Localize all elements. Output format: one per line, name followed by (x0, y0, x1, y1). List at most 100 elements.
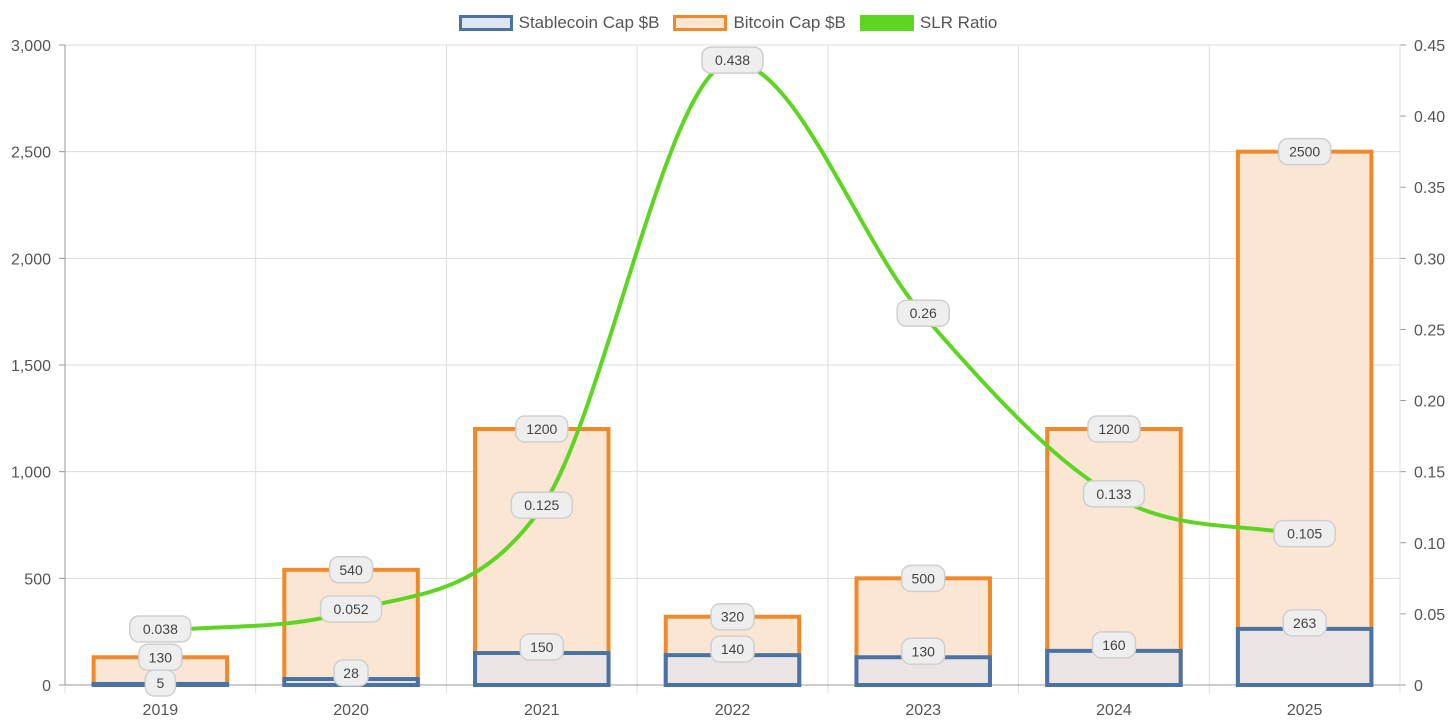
legend-swatch-bitcoin (673, 15, 728, 31)
data-label-bitcoin-box (1087, 415, 1141, 443)
data-label-slr-ratio-text: 0.038 (143, 621, 178, 637)
data-label-slr-ratio-text: 0.26 (910, 305, 937, 321)
data-label-slr-ratio-box (896, 299, 950, 327)
legend-item-stablecoin[interactable]: Stablecoin Cap $B (458, 13, 660, 33)
data-label-slr-ratio-text: 0.105 (1287, 526, 1322, 542)
y-right-tick-label: 0.20 (1414, 394, 1445, 411)
x-tick-label: 2024 (1096, 702, 1132, 719)
legend-label-bitcoin: Bitcoin Cap $B (733, 13, 846, 32)
y-left-tick-label: 3,000 (11, 38, 51, 55)
y-left-tick-label: 2,000 (11, 251, 51, 268)
data-label-stablecoin: 28 (333, 659, 369, 687)
data-label-bitcoin-box (1277, 137, 1332, 166)
legend-label-slr-ratio: SLR Ratio (919, 13, 998, 32)
y-right-tick-label: 0.35 (1414, 180, 1445, 197)
data-label-stablecoin: 130 (900, 637, 946, 666)
y-right-tick-label: 0.40 (1414, 109, 1445, 126)
data-label-stablecoin-text: 5 (156, 675, 164, 691)
data-label-stablecoin-text: 130 (912, 643, 936, 659)
data-label-bitcoin-box (900, 564, 946, 593)
data-label-bitcoin: 320 (710, 602, 755, 631)
legend-item-slr-ratio[interactable]: SLR Ratio (859, 13, 998, 33)
data-label-stablecoin-text: 28 (343, 665, 359, 681)
data-label-stablecoin-box (710, 635, 755, 663)
data-label-bitcoin: 2500 (1277, 137, 1332, 166)
y-right-tick-label: 0.30 (1414, 251, 1445, 268)
data-label-stablecoin-box (333, 659, 369, 687)
bar-bitcoin (1235, 149, 1374, 687)
data-label-slr-ratio-box (701, 46, 764, 74)
y-left-tick-label: 2,500 (11, 145, 51, 162)
data-label-slr-ratio: 0.052 (319, 595, 383, 623)
legend-item-bitcoin[interactable]: Bitcoin Cap $B (673, 13, 846, 33)
data-label-stablecoin: 5 (144, 669, 177, 697)
y-left-tick-label: 1,500 (11, 358, 51, 375)
data-label-bitcoin: 500 (900, 564, 946, 593)
y-right-tick-label: 0.05 (1414, 607, 1445, 624)
data-label-slr-ratio: 0.438 (701, 46, 764, 74)
data-label-bitcoin: 130 (138, 643, 183, 672)
x-tick-label: 2022 (715, 702, 751, 719)
data-label-bitcoin: 540 (328, 556, 374, 584)
legend-swatch-stablecoin (458, 15, 513, 31)
data-label-stablecoin: 150 (519, 633, 565, 661)
data-label-stablecoin-text: 263 (1293, 615, 1317, 631)
data-label-slr-ratio-text: 0.125 (524, 497, 559, 513)
y-left-tick-label: 1,000 (11, 465, 51, 482)
data-label-slr-ratio-box (1082, 480, 1146, 508)
data-label-slr-ratio-box (129, 615, 192, 643)
data-label-bitcoin: 1200 (515, 415, 569, 443)
y-right-tick-label: 0.15 (1414, 465, 1445, 482)
legend-label-stablecoin: Stablecoin Cap $B (518, 13, 660, 32)
data-label-stablecoin-text: 160 (1102, 637, 1126, 653)
data-label-stablecoin-box (1091, 631, 1137, 659)
data-label-slr-ratio: 0.125 (510, 491, 574, 519)
data-label-bitcoin: 1200 (1087, 415, 1141, 443)
data-label-slr-ratio-box (1273, 519, 1336, 548)
data-label-slr-ratio-box (319, 595, 383, 623)
data-label-stablecoin-box (1282, 609, 1327, 637)
data-label-bitcoin-text: 500 (912, 570, 936, 586)
data-label-stablecoin-text: 140 (721, 641, 745, 657)
x-tick-label: 2021 (524, 702, 560, 719)
y-left-tick-label: 0 (42, 678, 51, 695)
data-label-slr-ratio-text: 0.052 (334, 601, 369, 617)
chart-legend: Stablecoin Cap $B Bitcoin Cap $B SLR Rat… (0, 10, 1456, 36)
data-label-bitcoin-text: 320 (721, 609, 745, 625)
y-right-tick-label: 0 (1414, 678, 1423, 695)
data-label-slr-ratio-text: 0.133 (1096, 486, 1131, 502)
data-label-bitcoin-text: 130 (149, 649, 173, 665)
data-label-bitcoin-box (515, 415, 569, 443)
data-label-stablecoin-box (144, 669, 177, 697)
data-label-slr-ratio: 0.133 (1082, 480, 1146, 508)
legend-swatch-slr-ratio (859, 15, 914, 31)
x-tick-label: 2025 (1287, 702, 1323, 719)
x-tick-label: 2023 (905, 702, 941, 719)
data-label-stablecoin: 140 (710, 635, 755, 663)
data-label-bitcoin-box (710, 602, 755, 631)
x-tick-label: 2020 (333, 702, 369, 719)
data-label-slr-ratio-box (510, 491, 574, 519)
y-right-tick-label: 0.45 (1414, 38, 1445, 55)
y-left-tick-label: 500 (24, 571, 51, 588)
y-right-tick-label: 0.10 (1414, 536, 1445, 553)
data-label-stablecoin: 160 (1091, 631, 1137, 659)
data-label-slr-ratio: 0.038 (129, 615, 192, 643)
x-tick-label: 2019 (143, 702, 179, 719)
data-label-slr-ratio-text: 0.438 (715, 52, 750, 68)
data-label-bitcoin-box (328, 556, 374, 584)
y-right-tick-label: 0.25 (1414, 322, 1445, 339)
data-label-stablecoin-text: 150 (530, 639, 554, 655)
data-label-stablecoin-box (900, 637, 946, 666)
data-label-bitcoin-text: 2500 (1289, 144, 1320, 160)
data-label-stablecoin-box (519, 633, 565, 661)
data-label-slr-ratio: 0.26 (896, 299, 950, 327)
data-label-bitcoin-text: 1200 (1098, 421, 1129, 437)
data-label-bitcoin-text: 540 (339, 562, 363, 578)
data-label-bitcoin-text: 1200 (526, 421, 557, 437)
bar-stablecoin (1235, 626, 1374, 687)
data-label-slr-ratio: 0.105 (1273, 519, 1336, 548)
data-label-stablecoin: 263 (1282, 609, 1327, 637)
